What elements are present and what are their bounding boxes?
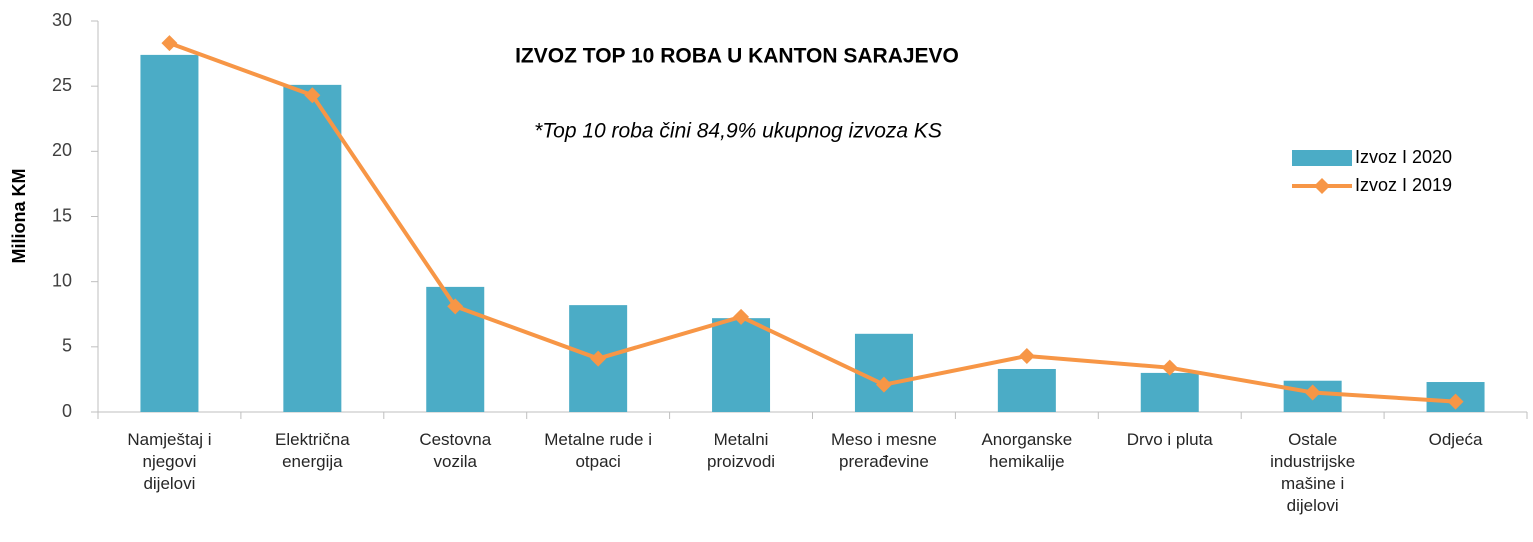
y-tick-label: 30 bbox=[52, 10, 72, 30]
line-marker bbox=[1161, 359, 1178, 376]
y-axis-label: Miliona KM bbox=[9, 169, 29, 264]
bar bbox=[854, 333, 913, 412]
legend-label: Izvoz I 2019 bbox=[1355, 175, 1452, 195]
line bbox=[168, 41, 1456, 404]
line-marker bbox=[590, 350, 607, 367]
legend-label: Izvoz I 2020 bbox=[1355, 147, 1452, 167]
x-tick-label: Odjeća bbox=[1428, 430, 1483, 449]
line-marker bbox=[304, 87, 321, 104]
y-tick-label: 15 bbox=[52, 205, 72, 225]
x-tick-label: Metalne rude i otpaci bbox=[544, 430, 652, 471]
y-tick-label: 20 bbox=[52, 140, 72, 160]
y-tick-label: 0 bbox=[62, 401, 72, 421]
x-tick-label: Cestovna vozila bbox=[419, 430, 492, 471]
legend-marker bbox=[1314, 178, 1330, 194]
y-tick-label: 5 bbox=[62, 336, 72, 356]
bar bbox=[140, 54, 199, 413]
line-marker bbox=[1018, 347, 1035, 364]
x-tick-label: Meso i mesne prerađevine bbox=[831, 430, 937, 471]
legend-swatch bbox=[1292, 150, 1352, 166]
x-tick-label: Metalni proizvodi bbox=[707, 430, 776, 471]
bar bbox=[283, 84, 342, 412]
bar bbox=[712, 318, 771, 412]
x-tick-label: Električna energija bbox=[275, 430, 350, 471]
chart-title: IZVOZ TOP 10 ROBA U KANTON SARAJEVO bbox=[515, 45, 959, 68]
line-marker bbox=[875, 376, 892, 393]
x-tick-label: Ostale industrijske mašine i dijelovi bbox=[1270, 430, 1356, 515]
x-tick-label: Namještaj i njegovi dijelovi bbox=[127, 430, 212, 493]
y-tick-label: 25 bbox=[52, 75, 72, 95]
line-marker bbox=[1304, 384, 1321, 401]
x-tick-label: Anorganske hemikalije bbox=[981, 430, 1073, 471]
line-marker bbox=[161, 35, 178, 52]
x-tick-label: Drvo i pluta bbox=[1126, 430, 1213, 449]
line-marker bbox=[447, 298, 464, 315]
line-marker bbox=[1447, 393, 1464, 410]
y-tick-label: 10 bbox=[52, 270, 72, 290]
bar bbox=[997, 368, 1056, 412]
line-marker bbox=[733, 308, 750, 325]
bar bbox=[1140, 372, 1199, 412]
chart-subtitle: *Top 10 roba čini 84,9% ukupnog izvoza K… bbox=[534, 120, 942, 143]
